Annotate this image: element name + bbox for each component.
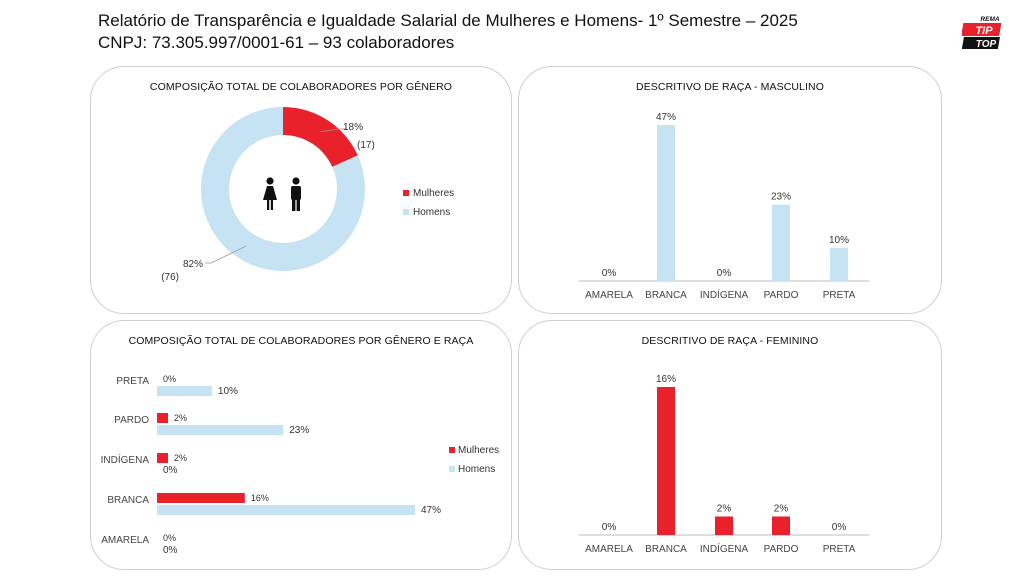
data-label-preta: 0% — [832, 522, 847, 533]
data-label-amarela: 0% — [602, 522, 617, 533]
chart-title: COMPOSIÇÃO TOTAL DE COLABORADORES POR GÊ… — [128, 335, 474, 347]
bar-pardo — [772, 516, 790, 535]
bar-branca — [657, 387, 675, 535]
woman-leg — [270, 200, 273, 210]
bar-homens-preta — [157, 386, 212, 396]
data-label-homens-preta: 10% — [218, 386, 238, 397]
pie-slice-mulheres — [283, 107, 358, 167]
leader-line-mulheres — [319, 128, 347, 133]
man-leg — [292, 199, 296, 211]
tick-label-preta: PRETA — [823, 290, 856, 301]
bar-indigena — [715, 516, 733, 535]
tick-label-branca: BRANCA — [645, 544, 687, 555]
panel-gender-composition: COMPOSIÇÃO TOTAL DE COLABORADORES POR GÊ… — [90, 66, 512, 314]
legend-label-homens: Homens — [458, 464, 495, 475]
report-header: Relatório de Transparência e Igualdade S… — [98, 10, 798, 54]
data-label-homens-indigena: 0% — [163, 465, 178, 476]
data-label-mulheres-preta: 0% — [163, 374, 176, 384]
bar-mulheres-indigena — [157, 453, 168, 463]
male-race-bar-chart: 0% AMARELA 47% BRANCA 0% INDÍGENA 23% PARDO 10% P… — [579, 112, 869, 301]
chart-title: DESCRITIVO DE RAÇA - FEMININO — [641, 335, 819, 347]
tick-label-indigena: INDÍGENA — [101, 453, 150, 466]
panel-race-male: DESCRITIVO DE RAÇA - MASCULINO 0% AMARELA… — [518, 66, 942, 314]
bar-branca — [657, 125, 675, 281]
woman-leg — [267, 200, 270, 210]
slice-label-percent: 18% — [343, 122, 363, 133]
report-title: Relatório de Transparência e Igualdade S… — [98, 11, 798, 30]
gender-race-bar-chart: PRETA 0% 10% PARDO 2% 23% INDÍGENA 2% 0% BRANCA 16… — [101, 374, 499, 556]
chart-title: DESCRITIVO DE RAÇA - MASCULINO — [636, 81, 824, 93]
tick-label-preta: PRETA — [116, 376, 149, 387]
legend-swatch-mulheres — [403, 190, 409, 196]
man-head — [292, 177, 300, 185]
rema-tip-top-logo: REMA TIP TOP — [962, 16, 1002, 50]
data-label-homens-pardo: 23% — [289, 425, 309, 436]
chart-title: COMPOSIÇÃO TOTAL DE COLABORADORES POR GÊ… — [149, 81, 453, 93]
man-body — [291, 186, 301, 200]
data-label-mulheres-indigena: 2% — [174, 453, 187, 463]
tick-label-pardo: PARDO — [114, 415, 149, 426]
data-label-homens-amarela: 0% — [163, 545, 178, 556]
data-label-indigena: 0% — [717, 268, 732, 279]
data-label-pardo: 23% — [771, 192, 791, 203]
data-label-branca: 16% — [656, 374, 676, 385]
data-label-indigena: 2% — [717, 504, 732, 515]
woman-body — [263, 186, 277, 200]
report-subtitle: CNPJ: 73.305.997/0001-61 – 93 colaborado… — [98, 33, 455, 52]
data-label-preta: 10% — [829, 235, 849, 246]
data-label-pardo: 2% — [774, 504, 789, 515]
tick-label-amarela: AMARELA — [585, 544, 633, 555]
man-leg — [296, 199, 300, 211]
data-label-amarela: 0% — [602, 268, 617, 279]
data-label-branca: 47% — [656, 112, 676, 123]
slice-label-percent: 82% — [183, 259, 203, 270]
tick-label-branca: BRANCA — [107, 495, 149, 506]
woman-head — [266, 177, 274, 185]
tick-label-branca: BRANCA — [645, 290, 687, 301]
panel-gender-race: COMPOSIÇÃO TOTAL DE COLABORADORES POR GÊ… — [90, 320, 512, 570]
logo-text-top: REMA — [980, 16, 999, 23]
female-race-bar-chart: 0% AMARELA 16% BRANCA 2% INDÍGENA 2% PARDO 0% PRE… — [579, 374, 869, 555]
tick-label-indigena: INDÍGENA — [700, 288, 749, 301]
tick-label-preta: PRETA — [823, 544, 856, 555]
data-label-mulheres-pardo: 2% — [174, 413, 187, 423]
data-label-mulheres-branca: 16% — [251, 493, 269, 503]
slice-label-count: (76) — [161, 272, 179, 283]
tick-label-indigena: INDÍGENA — [700, 542, 749, 555]
legend-label-mulheres: Mulheres — [413, 188, 454, 199]
leader-line-homens — [205, 245, 247, 264]
panel-race-female: DESCRITIVO DE RAÇA - FEMININO 0% AMARELA 1… — [518, 320, 942, 570]
bar-homens-branca — [157, 505, 415, 515]
data-label-homens-branca: 47% — [421, 505, 441, 516]
donut-chart: 18% (17) 82% (76) Mulheres Homens — [161, 107, 454, 283]
data-label-mulheres-amarela: 0% — [163, 533, 176, 543]
bar-mulheres-branca — [157, 493, 245, 503]
bar-homens-pardo — [157, 425, 284, 435]
legend-label-homens: Homens — [413, 207, 450, 218]
bar-preta — [830, 247, 848, 281]
bar-pardo — [772, 204, 790, 281]
logo-text-mid: TIP — [975, 25, 993, 37]
tick-label-amarela: AMARELA — [585, 290, 633, 301]
tick-label-pardo: PARDO — [764, 290, 799, 301]
legend-swatch-homens — [403, 209, 409, 215]
tick-label-amarela: AMARELA — [101, 535, 149, 546]
slice-label-count: (17) — [357, 140, 375, 151]
legend-swatch-mulheres — [449, 447, 455, 453]
logo-text-bottom: TOP — [976, 39, 997, 50]
legend-label-mulheres: Mulheres — [458, 445, 499, 456]
woman-man-icon — [263, 177, 301, 211]
pie-slice-homens — [200, 107, 366, 271]
legend-swatch-homens — [449, 466, 455, 472]
tick-label-pardo: PARDO — [764, 544, 799, 555]
bar-mulheres-pardo — [157, 413, 168, 423]
